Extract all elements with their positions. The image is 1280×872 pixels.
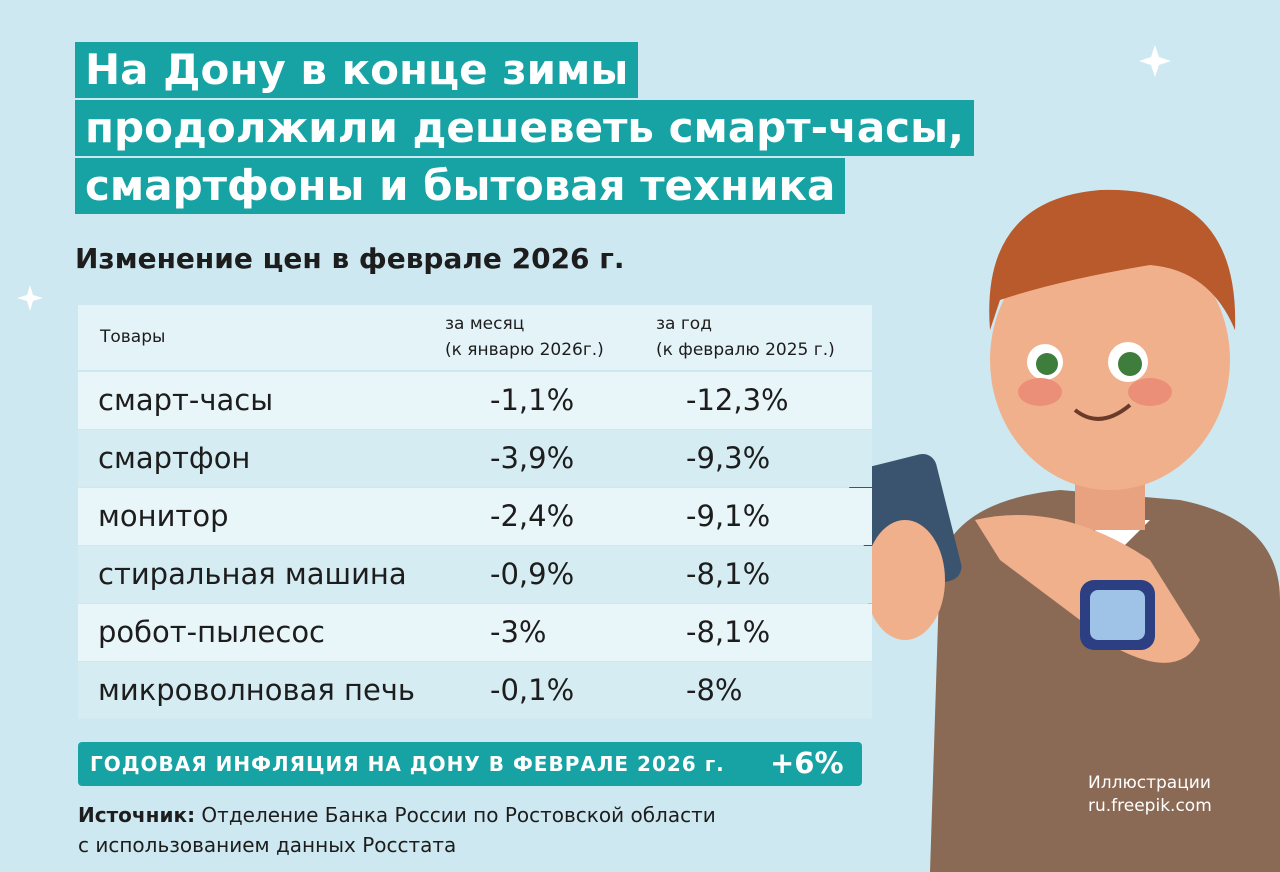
table-row: смартфон -3,9% -9,3% bbox=[78, 430, 872, 487]
table-header: Товары за месяц (к январю 2026г.) за год… bbox=[78, 305, 872, 370]
credit-line: ru.freepik.com bbox=[1088, 796, 1212, 816]
eye bbox=[1118, 352, 1142, 376]
item-cell: стиральная машина bbox=[98, 557, 407, 591]
value-cell: -12,3% bbox=[686, 383, 789, 417]
subtitle: Изменение цен в феврале 2026 г. bbox=[75, 242, 625, 275]
inflation-value: +6% bbox=[770, 746, 844, 780]
watch-screen bbox=[1090, 590, 1145, 640]
value-cell: -1,1% bbox=[490, 383, 575, 417]
table-row: смарт-часы -1,1% -12,3% bbox=[78, 372, 872, 429]
item-cell: робот-пылесос bbox=[98, 615, 326, 649]
inflation-label: ГОДОВАЯ ИНФЛЯЦИЯ НА ДОНУ В ФЕВРАЛЕ 2026 … bbox=[90, 752, 725, 776]
header-cell: (к январю 2026г.) bbox=[445, 340, 604, 360]
header-cell: (к февралю 2025 г.) bbox=[656, 340, 835, 360]
header-cell: за месяц bbox=[445, 314, 525, 334]
source-label: Источник: bbox=[78, 803, 196, 827]
source-line: с использованием данных Росстата bbox=[78, 833, 457, 857]
table-row: стиральная машина -0,9% -8,1% bbox=[78, 546, 872, 603]
item-cell: смартфон bbox=[98, 441, 251, 475]
value-cell: -0,1% bbox=[490, 673, 575, 707]
value-cell: -3,9% bbox=[490, 441, 575, 475]
sparkle bbox=[1139, 45, 1171, 77]
hand bbox=[865, 520, 945, 640]
value-cell: -8,1% bbox=[686, 557, 771, 591]
header-cell: за год bbox=[656, 314, 712, 334]
value-cell: -2,4% bbox=[490, 499, 575, 533]
credit: Иллюстрации ru.freepik.com bbox=[1088, 772, 1212, 818]
cheek bbox=[1128, 378, 1172, 406]
credit-line: Иллюстрации bbox=[1088, 773, 1211, 793]
cheek bbox=[1018, 378, 1062, 406]
item-cell: монитор bbox=[98, 499, 229, 533]
table-row: робот-пылесос -3% -8,1% bbox=[78, 604, 872, 661]
value-cell: -8% bbox=[686, 673, 743, 707]
title-line: смартфоны и бытовая техника bbox=[75, 158, 846, 214]
value-cell: -9,1% bbox=[686, 499, 771, 533]
sparkle bbox=[17, 285, 43, 311]
title-line: продолжили дешеветь смарт-часы, bbox=[75, 100, 975, 156]
source-line: Отделение Банка России по Ростовской обл… bbox=[201, 803, 716, 827]
table-row: монитор -2,4% -9,1% bbox=[78, 488, 872, 545]
value-cell: -0,9% bbox=[490, 557, 575, 591]
value-cell: -3% bbox=[490, 615, 547, 649]
eye bbox=[1036, 353, 1058, 375]
mouth bbox=[1073, 403, 1132, 421]
title-line: На Дону в конце зимы bbox=[75, 42, 639, 98]
table-row: микроволновая печь -0,1% -8% bbox=[78, 662, 872, 719]
item-cell: смарт-часы bbox=[98, 383, 274, 417]
hair bbox=[989, 189, 1236, 330]
source: Источник: Отделение Банка России по Рост… bbox=[78, 800, 716, 860]
header-cell: Товары bbox=[100, 327, 166, 347]
value-cell: -8,1% bbox=[686, 615, 771, 649]
shirt bbox=[930, 490, 1280, 872]
value-cell: -9,3% bbox=[686, 441, 771, 475]
item-cell: микроволновая печь bbox=[98, 673, 416, 707]
inflation-bar: ГОДОВАЯ ИНФЛЯЦИЯ НА ДОНУ В ФЕВРАЛЕ 2026 … bbox=[78, 742, 862, 786]
